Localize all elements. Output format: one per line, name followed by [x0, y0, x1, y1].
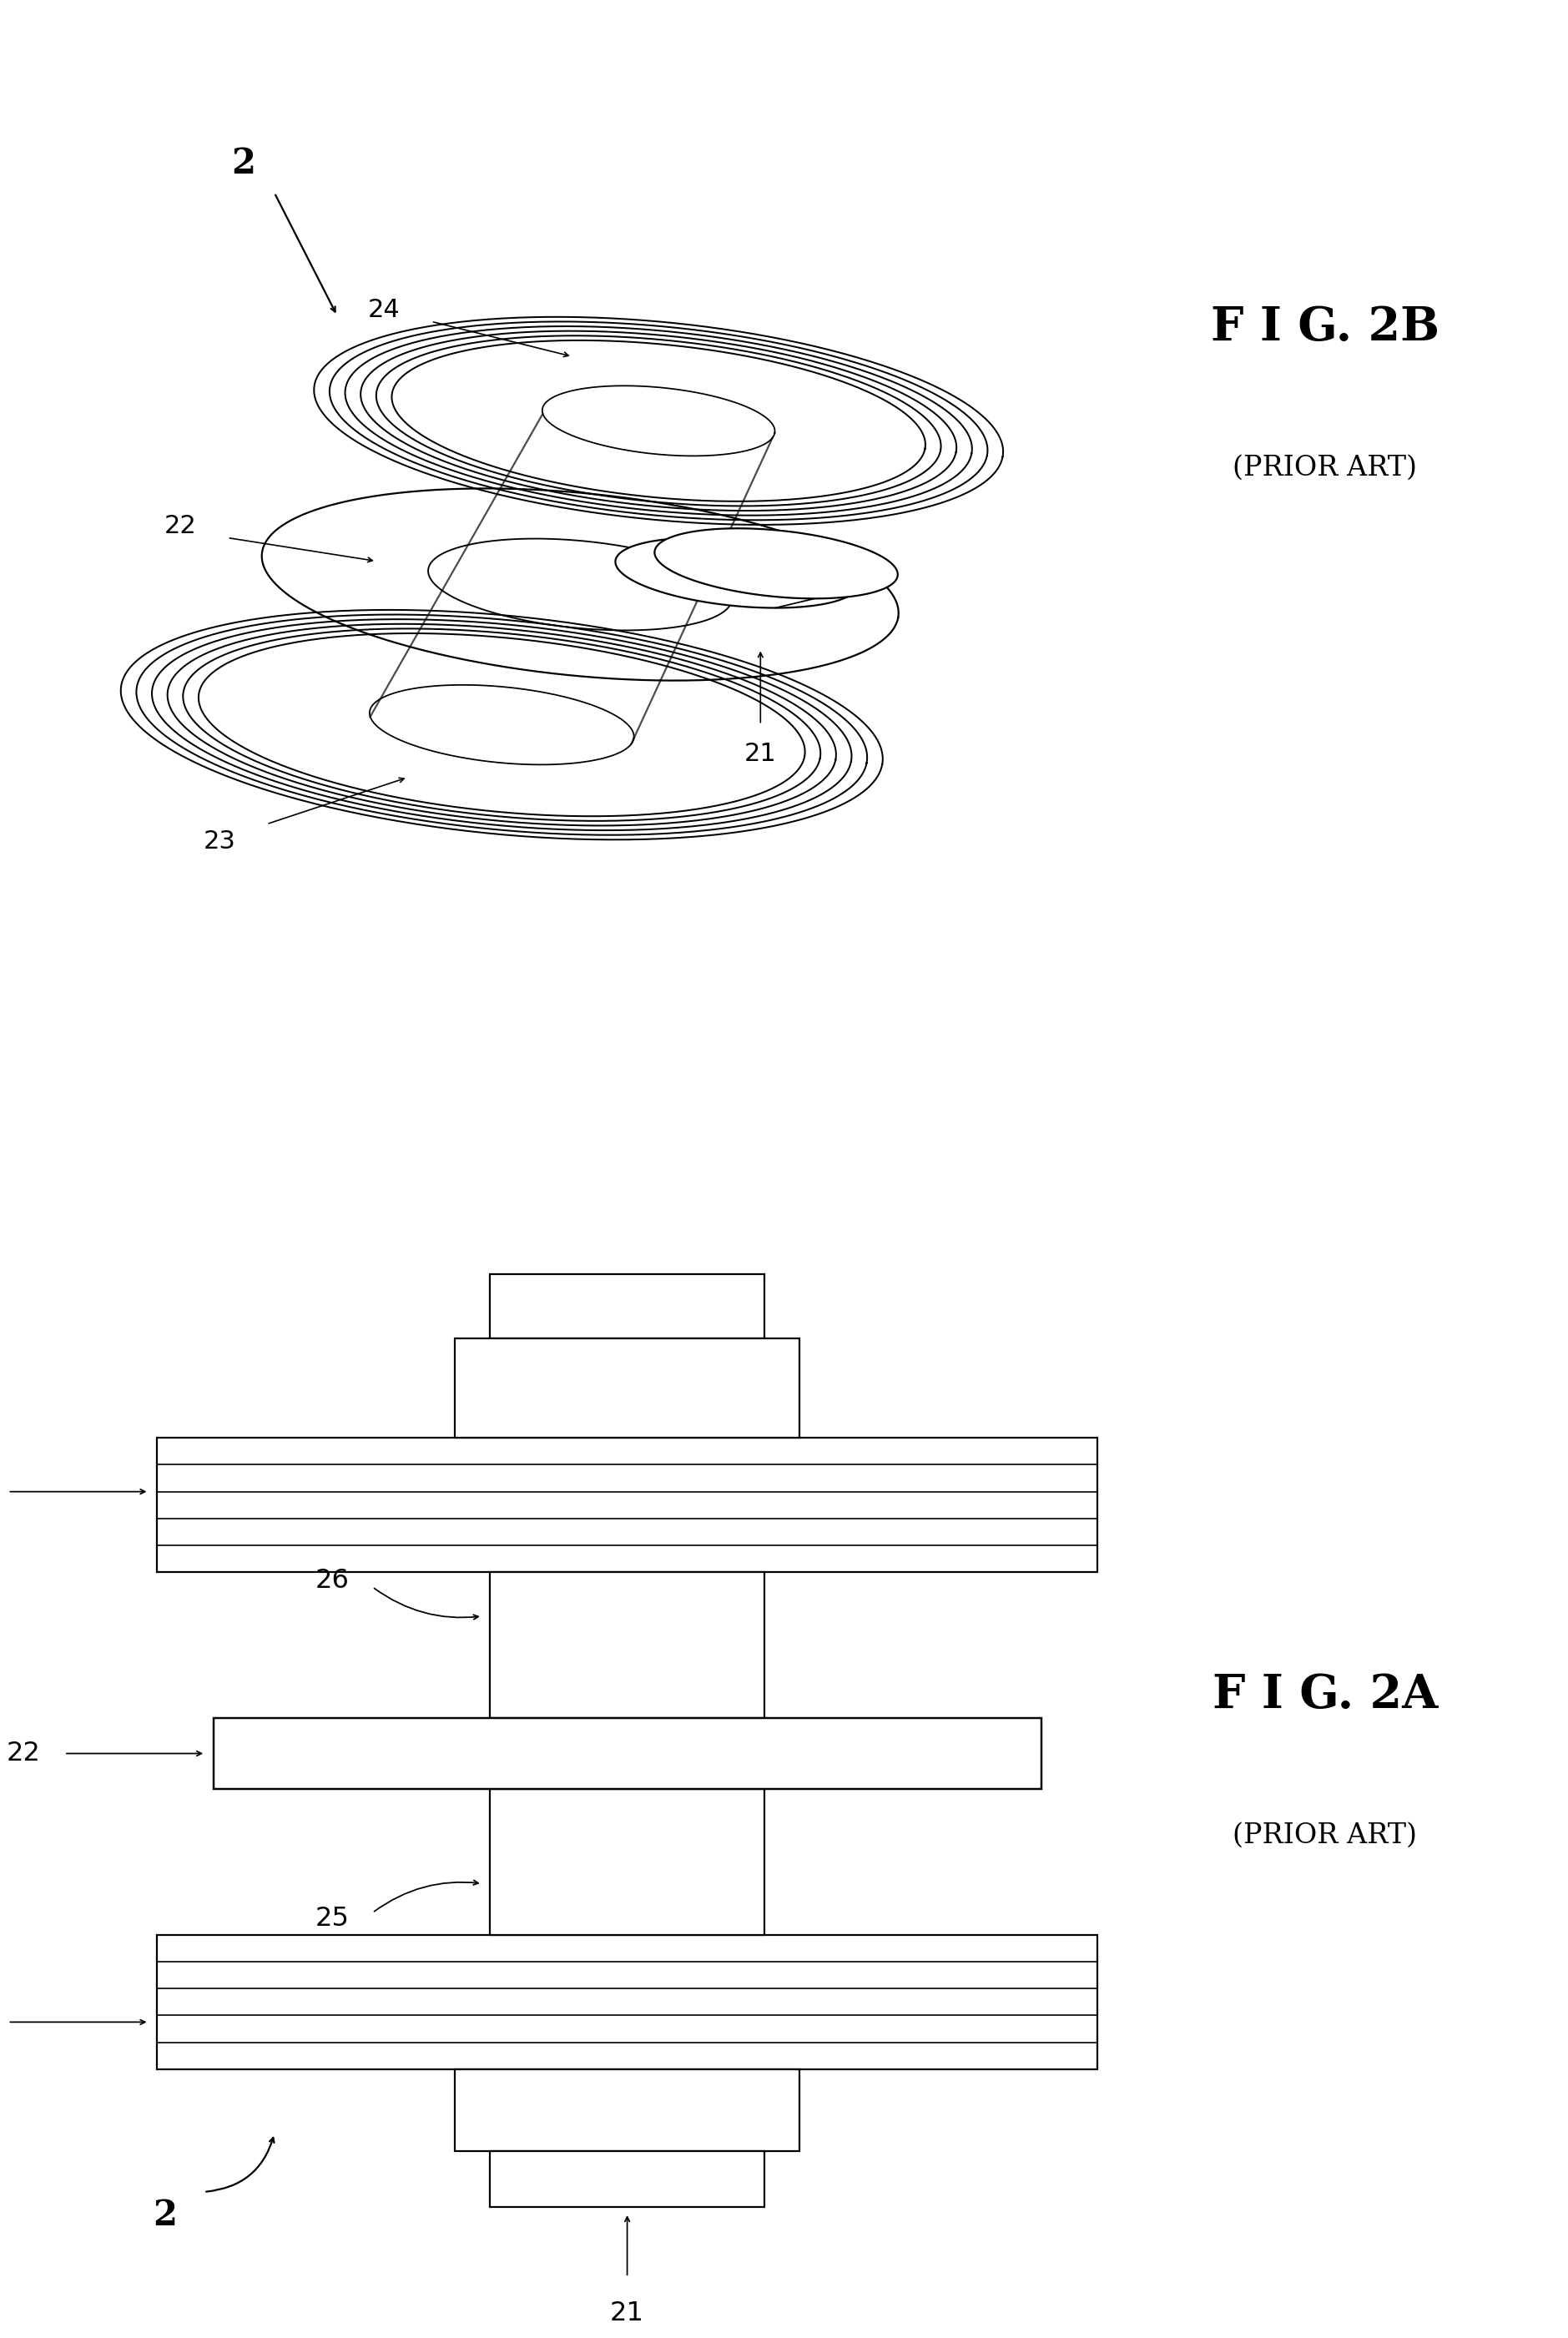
Text: 25: 25 — [315, 1905, 348, 1931]
Bar — [455, 1337, 800, 1438]
Bar — [489, 1274, 765, 1337]
Text: 2: 2 — [152, 2198, 177, 2233]
Text: 23: 23 — [204, 830, 235, 853]
Text: (PRIOR ART): (PRIOR ART) — [1232, 454, 1417, 482]
Bar — [489, 1571, 765, 1718]
Text: 24: 24 — [368, 297, 400, 323]
Text: 21: 21 — [610, 2301, 644, 2326]
Bar — [157, 1936, 1098, 2069]
Polygon shape — [615, 538, 859, 608]
Text: 22: 22 — [6, 1739, 41, 1768]
Polygon shape — [654, 528, 898, 599]
Text: 2: 2 — [230, 147, 256, 180]
Bar — [157, 1438, 1098, 1571]
Text: F I G. 2B: F I G. 2B — [1210, 304, 1439, 351]
Bar — [213, 1718, 1041, 1789]
Bar — [489, 2151, 765, 2207]
Text: 21: 21 — [745, 741, 776, 767]
Text: 22: 22 — [165, 514, 196, 538]
Bar — [455, 2069, 800, 2151]
Text: 26: 26 — [315, 1569, 348, 1595]
Text: (PRIOR ART): (PRIOR ART) — [1232, 1821, 1417, 1849]
Text: F I G. 2A: F I G. 2A — [1212, 1672, 1438, 1718]
Bar — [489, 1789, 765, 1936]
